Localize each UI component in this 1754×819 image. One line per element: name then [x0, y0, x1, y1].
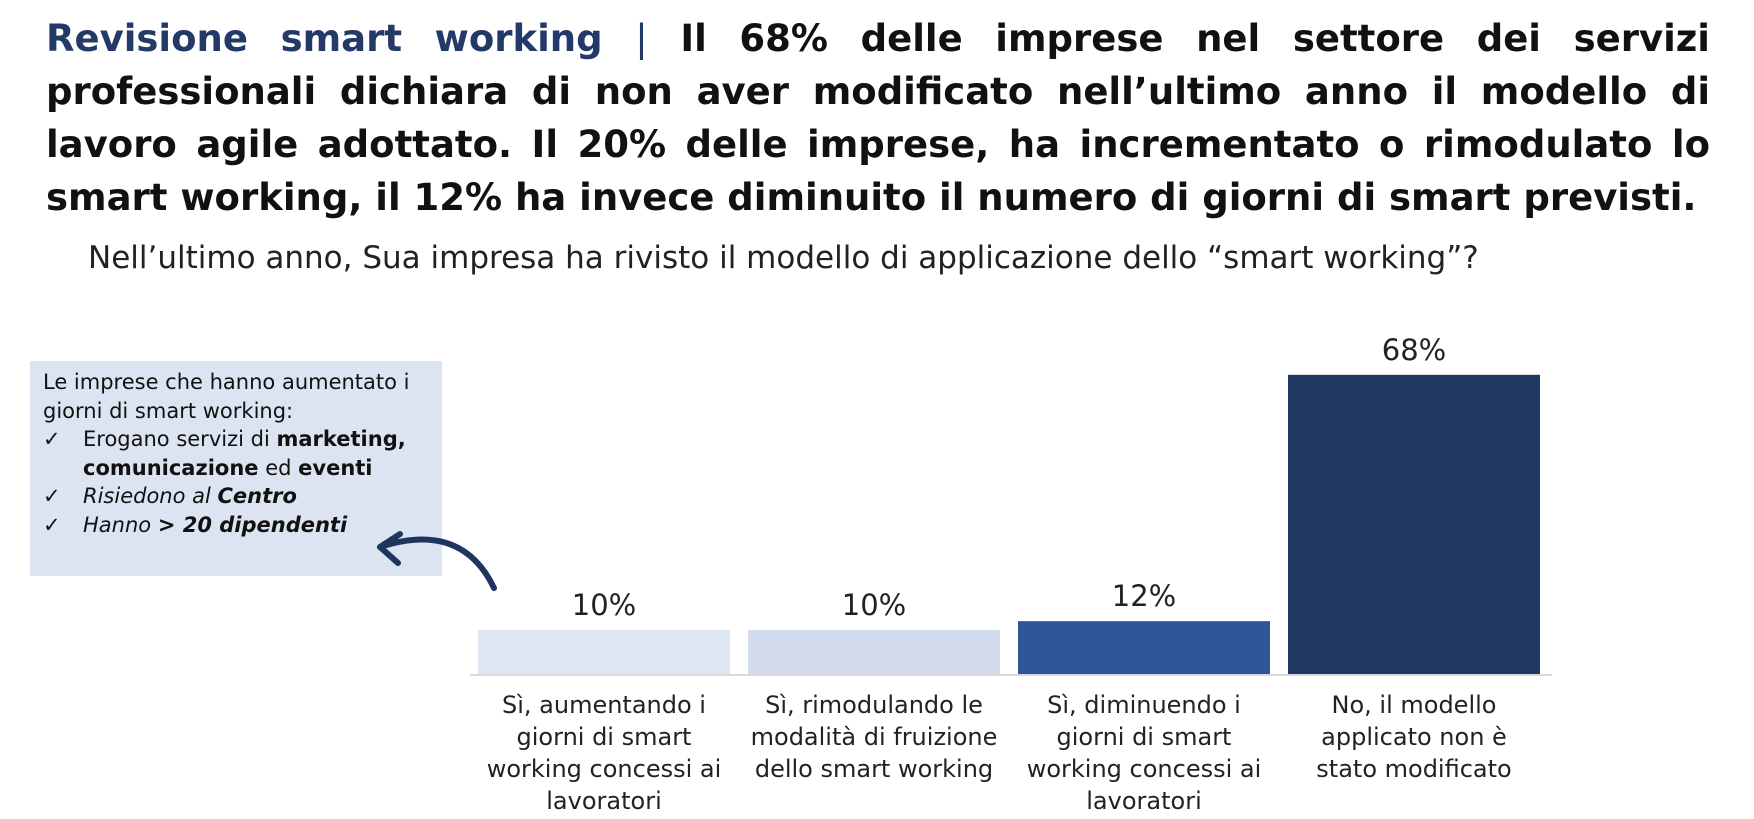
headline-topic: Revisione smart working — [46, 17, 603, 60]
check-icon: ✓ — [43, 427, 61, 451]
headline-text: Il 68% delle imprese nel settore dei ser… — [46, 17, 1710, 219]
arrow-head — [377, 531, 403, 566]
category-label: Sì, aumentando i giorni di smart working… — [486, 691, 722, 815]
note-list: ✓ Erogano servizi di marketing, comunicaz… — [43, 425, 432, 539]
note-item-emphasis: > 20 dipendenti — [157, 512, 348, 537]
bar — [478, 630, 730, 674]
note-item-run: Hanno — [83, 512, 158, 537]
bar — [1288, 374, 1540, 674]
note-box: Le imprese che hanno aumentato i giorni … — [30, 361, 442, 576]
note-intro: Le imprese che hanno aumentato i giorni … — [43, 370, 410, 423]
note-item-emphasis: Centro — [217, 484, 297, 508]
bar-value-label: 10% — [572, 588, 636, 622]
headline-separator: | — [635, 17, 648, 60]
note-item: ✓ Hanno > 20 dipendenti — [43, 511, 432, 540]
category-label: Sì, rimodulando le modalità di fruizione… — [750, 691, 998, 783]
note-item-text: Hanno > 20 dipendenti — [83, 513, 347, 537]
check-icon: ✓ — [43, 512, 61, 537]
category-label: Sì, diminuendo i giorni di smart working… — [1026, 691, 1262, 815]
note-item-run: ed — [258, 455, 299, 480]
note-item-emphasis: eventi — [298, 455, 373, 480]
bar-value-label: 10% — [842, 588, 906, 622]
note-item-text: Risiedono al Centro — [83, 484, 297, 508]
bar — [748, 630, 1000, 674]
headline: Revisione smart working | Il 68% delle i… — [46, 12, 1710, 224]
category-label: No, il modello applicato non è stato mod… — [1316, 691, 1512, 783]
bar-group: 10% 10% 12% 68% — [470, 333, 1552, 676]
bar — [1018, 621, 1270, 674]
note-item: ✓ Erogano servizi di marketing, comunicaz… — [43, 425, 432, 482]
note-item-run: Erogano servizi di — [83, 427, 277, 451]
survey-question: Nell’ultimo anno, Sua impresa ha rivisto… — [88, 240, 1479, 276]
note-item: ✓ Risiedono al Centro — [43, 482, 432, 511]
bar-value-label: 12% — [1112, 579, 1176, 613]
curved-arrow-icon — [377, 536, 497, 591]
note-item-emphasis: marketing, comunicazione — [83, 427, 406, 480]
note-item-text: Erogano servizi di marketing, comunicazi… — [83, 427, 406, 480]
check-icon: ✓ — [43, 484, 61, 508]
note-item-run: Risiedono al — [83, 484, 218, 508]
bar-value-label: 68% — [1382, 333, 1446, 367]
